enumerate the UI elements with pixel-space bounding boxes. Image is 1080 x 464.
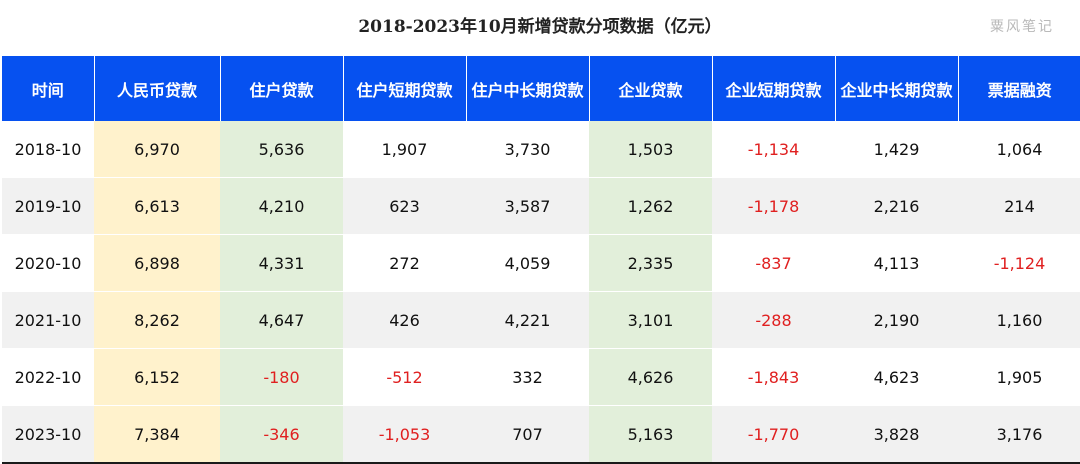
data-cell: 3,730 [466,121,589,178]
data-cell: 426 [343,291,466,349]
data-cell: 2,216 [835,177,958,235]
data-cell: 2,335 [589,234,712,292]
data-cell: -288 [712,291,835,349]
data-cell: -512 [343,348,466,406]
column-header-0: 时间 [2,56,95,121]
data-cell: 707 [466,405,589,464]
data-cell: 3,176 [958,405,1080,464]
data-cell: 3,587 [466,177,589,235]
data-cell: 1,905 [958,348,1080,406]
watermark: 粟风笔记 [990,19,1054,35]
data-cell: 4,221 [466,291,589,349]
loan-data-table: 时间 人民币贷款 住户贷款 住户短期贷款 住户中长期贷款 企业贷款 企业短期贷款 企业中长期贷… [2,56,1080,464]
data-cell: 1,160 [958,291,1080,349]
table-row: 2018-10 6,970 5,636 1,907 3,730 1,503 -1,134 1,… [2,121,1080,178]
data-cell: -1,053 [343,405,466,464]
data-cell: 3,101 [589,291,712,349]
data-cell: 1,907 [343,121,466,178]
data-cell: 8,262 [94,291,220,349]
data-cell: -1,134 [712,121,835,178]
data-cell: 4,623 [835,348,958,406]
data-cell: 6,970 [94,121,220,178]
data-cell: 7,384 [94,405,220,464]
data-cell: -1,178 [712,177,835,235]
row-period-cell: 2022-10 [2,348,94,406]
data-cell: 4,059 [466,234,589,292]
table-body: 2018-10 6,970 5,636 1,907 3,730 1,503 -1,134 1,… [2,121,1080,464]
chart-title: 2018-2023年10月新增贷款分项数据（亿元） [358,17,722,37]
column-header-6: 企业短期贷款 [712,56,836,121]
data-cell: 1,429 [835,121,958,178]
row-period-cell: 2018-10 [2,121,94,178]
column-header-3: 住户短期贷款 [343,56,467,121]
data-cell: 272 [343,234,466,292]
data-cell: 4,113 [835,234,958,292]
row-period-cell: 2023-10 [2,405,94,464]
header-row: 时间 人民币贷款 住户贷款 住户短期贷款 住户中长期贷款 企业贷款 企业短期贷款 企业中长期贷… [2,56,1080,121]
data-cell: -346 [220,405,343,464]
data-cell: 4,210 [220,177,343,235]
data-cell: 1,503 [589,121,712,178]
data-cell: -1,843 [712,348,835,406]
data-cell: 1,262 [589,177,712,235]
data-cell: 5,636 [220,121,343,178]
row-period-cell: 2021-10 [2,291,94,349]
data-cell: 3,828 [835,405,958,464]
row-period-cell: 2019-10 [2,177,94,235]
data-cell: 4,647 [220,291,343,349]
column-header-1: 人民币贷款 [94,56,221,121]
column-header-2: 住户贷款 [220,56,344,121]
table-row: 2020-10 6,898 4,331 272 4,059 2,335 -837 4,113-… [2,234,1080,292]
data-cell: 6,898 [94,234,220,292]
data-cell: 6,613 [94,177,220,235]
data-cell: -837 [712,234,835,292]
row-period-cell: 2020-10 [2,234,94,292]
data-cell: 2,190 [835,291,958,349]
data-cell: 332 [466,348,589,406]
table-row: 2021-10 8,262 4,647 426 4,221 3,101 -288 2,190 1… [2,291,1080,349]
data-cell: 1,064 [958,121,1080,178]
column-header-7: 企业中长期贷款 [835,56,959,121]
data-cell: 5,163 [589,405,712,464]
data-cell: 214 [958,177,1080,235]
data-cell: 623 [343,177,466,235]
data-cell: 4,626 [589,348,712,406]
column-header-5: 企业贷款 [589,56,713,121]
table-row: 2023-10 7,384 -346 -1,053 707 5,163 -1,770 3,82… [2,405,1080,464]
data-cell: -180 [220,348,343,406]
data-cell: 6,152 [94,348,220,406]
column-header-4: 住户中长期贷款 [466,56,590,121]
data-cell: 4,331 [220,234,343,292]
column-header-8: 票据融资 [958,56,1080,121]
data-cell: -1,124 [958,234,1080,292]
data-cell: -1,770 [712,405,835,464]
table-row: 2022-10 6,152 -180 -512 332 4,626 -1,843 4,623 1… [2,348,1080,406]
table-row: 2019-10 6,613 4,210 623 3,587 1,262 -1,178 2,21… [2,177,1080,235]
